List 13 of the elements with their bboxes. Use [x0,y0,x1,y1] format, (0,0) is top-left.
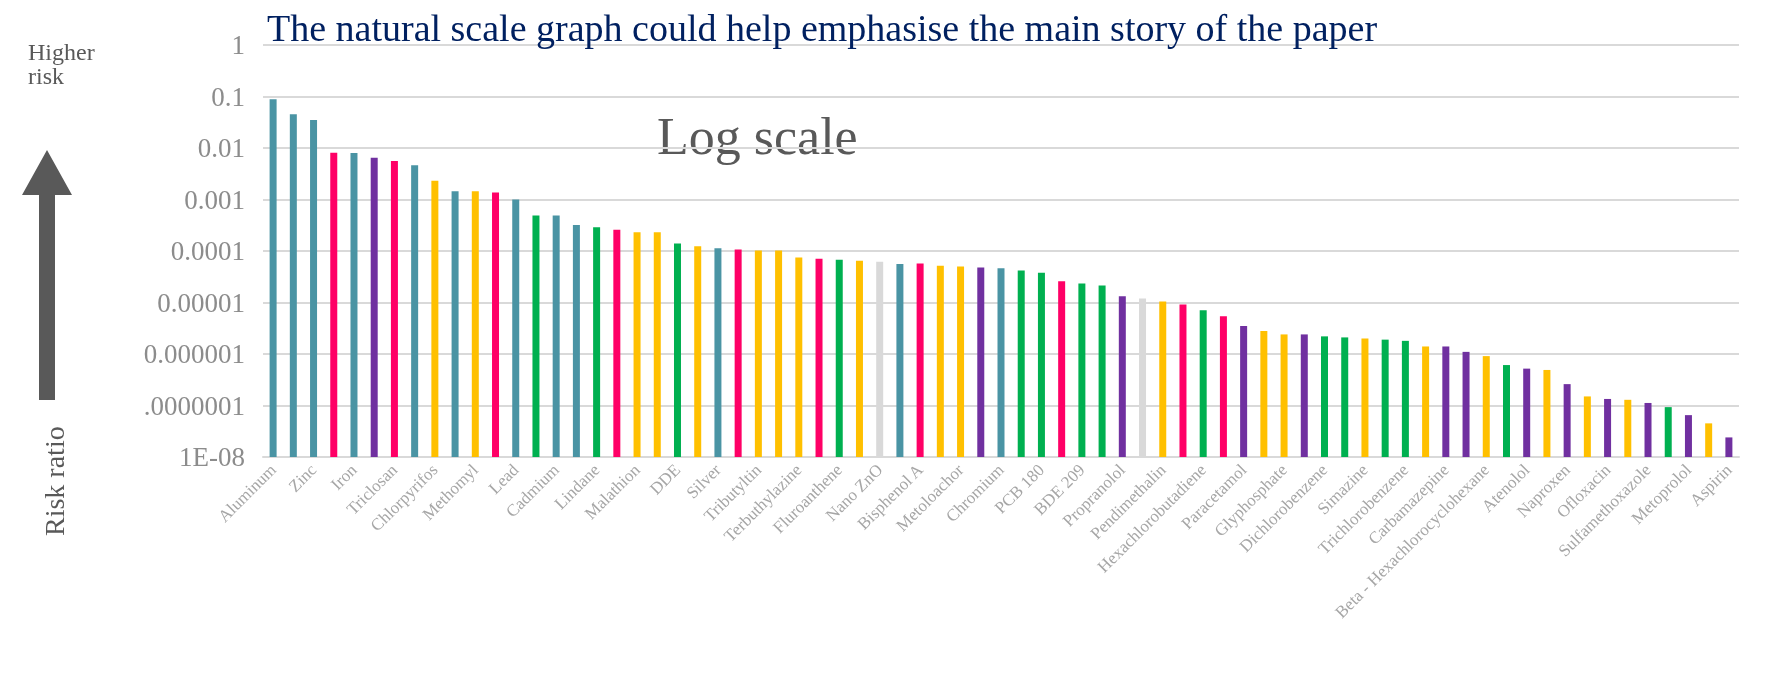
x-tick-label: Zinc [284,459,321,496]
text: Higher risk [28,39,101,89]
y-tick-label: 0.00001 [157,287,245,318]
chart-title: The natural scale graph could help emphasise the main story of the paper [267,7,1378,49]
y-tick-label: 0.0001 [170,236,245,266]
y-axis-title: Risk ratio [38,426,70,536]
y-tick-label: 0.1 [211,81,245,112]
y-tick-label: 1E-08 [179,442,245,472]
y-tick-label: 1 [231,30,245,60]
y-tick-label: .0000001 [143,390,245,421]
y-tick-label: 0.001 [184,184,245,215]
y-tick-label: 0.01 [197,133,245,163]
y-tick-label: 0.000001 [143,339,245,369]
